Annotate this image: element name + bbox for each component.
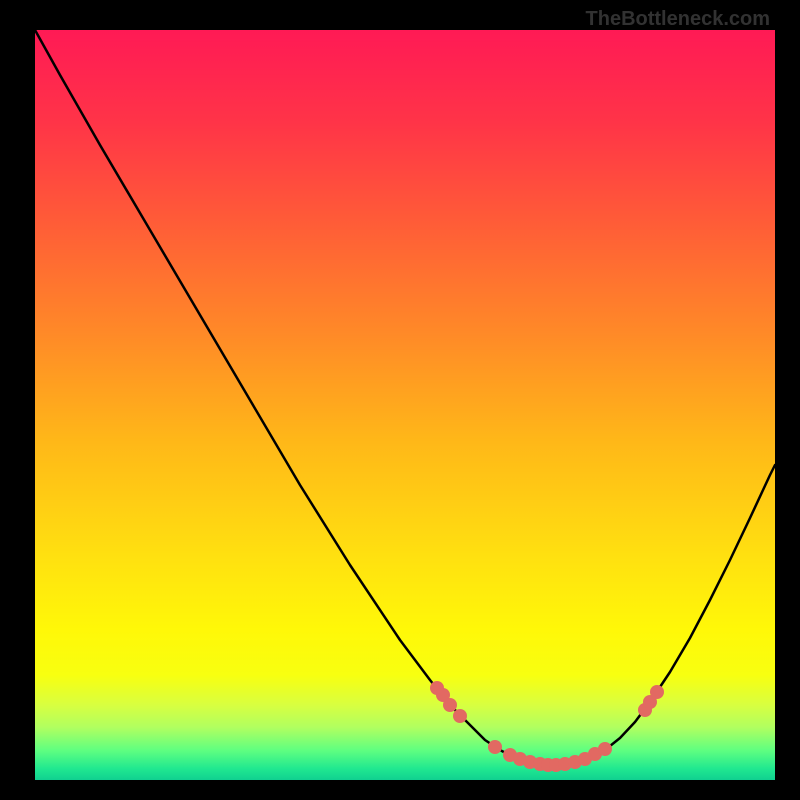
chart-svg <box>0 0 800 800</box>
bottleneck-chart: TheBottleneck.com <box>0 0 800 800</box>
watermark-text: TheBottleneck.com <box>586 8 770 31</box>
